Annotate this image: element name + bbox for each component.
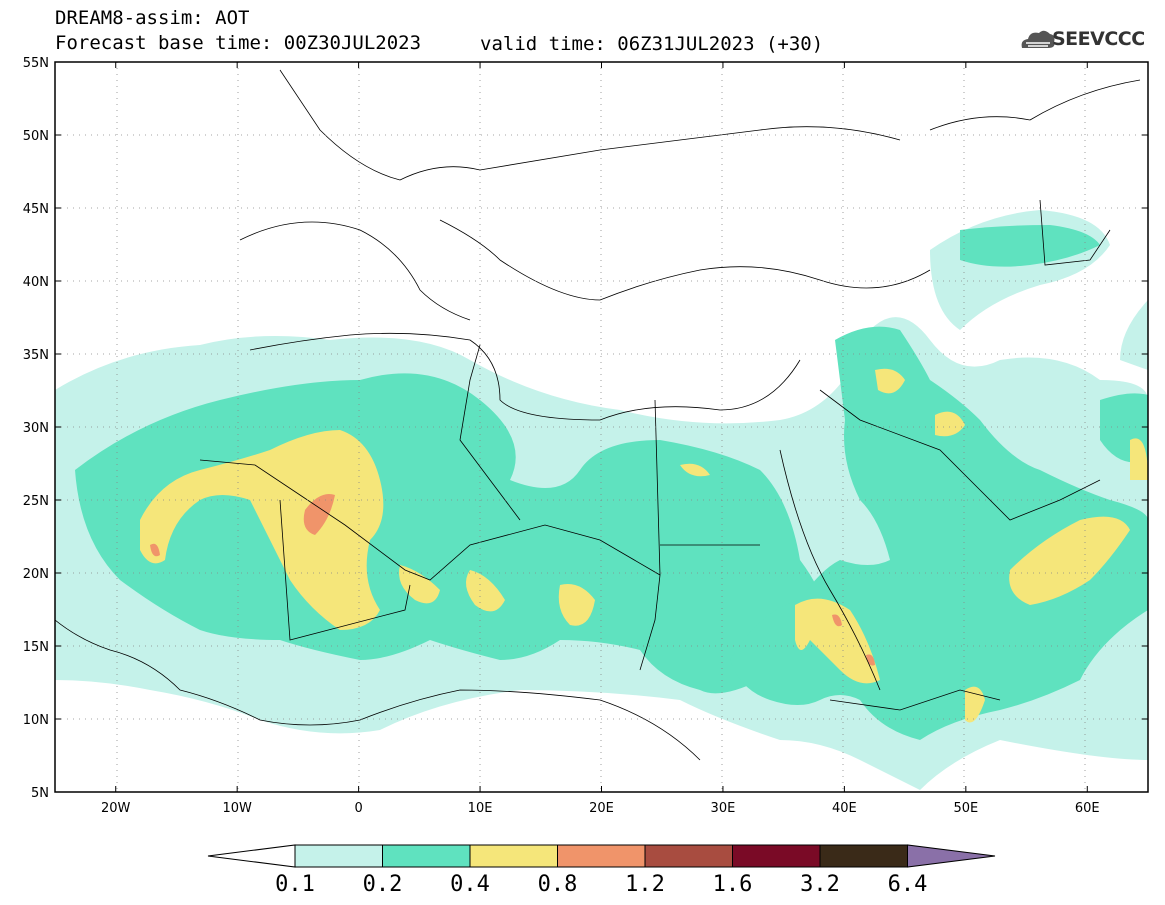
lon-tick-label: 0 <box>354 801 362 816</box>
colorbar-level-label: 1.6 <box>713 872 753 897</box>
cloud-icon <box>1021 30 1055 48</box>
colorbar-segment <box>294 844 383 868</box>
lat-tick-label: 50N <box>23 129 49 144</box>
colorbar-level-label: 6.4 <box>888 872 928 897</box>
colorbar-segment <box>732 844 821 868</box>
lat-tick-label: 5N <box>31 786 49 801</box>
lat-tick-label: 15N <box>23 640 49 655</box>
valid-time: valid time: 06Z31JUL2023 (+30) <box>480 33 824 55</box>
map-title: DREAM8-assim: AOT <box>55 7 250 29</box>
lat-tick-label: 10N <box>23 713 49 728</box>
colorbar-segment <box>644 844 733 868</box>
country-borders <box>55 69 1141 761</box>
logo-text: SEEVCCC <box>1052 28 1145 50</box>
lon-tick-label: 50E <box>953 801 978 816</box>
lat-tick-label: 35N <box>23 348 49 363</box>
map-gridlines <box>55 62 1148 792</box>
lon-tick-label: 20W <box>101 801 131 816</box>
colorbar: 0.1 0.2 0.4 0.8 1.2 1.6 3.2 6.4 <box>207 844 996 897</box>
colorbar-level-label: 0.2 <box>363 872 403 897</box>
aot-layer-0-4 <box>140 368 1148 723</box>
lat-tick-label: 45N <box>23 202 49 217</box>
colorbar-segment <box>382 844 471 868</box>
lon-tick-label: 30E <box>711 801 736 816</box>
aot-layer-0-8 <box>150 494 875 666</box>
colorbar-segment <box>819 844 908 868</box>
lon-tick-label: 40E <box>832 801 857 816</box>
lon-tick-label: 10E <box>468 801 493 816</box>
lon-tick-label: 20E <box>589 801 614 816</box>
colorbar-level-label: 0.4 <box>450 872 490 897</box>
colorbar-over-arrow <box>907 844 996 868</box>
lat-tick-label: 25N <box>23 494 49 509</box>
colorbar-level-label: 1.2 <box>625 872 665 897</box>
lat-tick-label: 30N <box>23 421 49 436</box>
colorbar-level-label: 0.8 <box>538 872 578 897</box>
colorbar-level-label: 0.1 <box>275 872 315 897</box>
colorbar-segment <box>469 844 558 868</box>
longitude-ticks: 20W 10W 0 10E 20E 30E 40E 50E 60E <box>101 62 1100 816</box>
colorbar-level-label: 3.2 <box>800 872 840 897</box>
lon-tick-label: 60E <box>1075 801 1100 816</box>
lat-tick-label: 40N <box>23 275 49 290</box>
latitude-ticks: 55N 50N 45N 40N 35N 30N 25N 20N 15N 10N 5N <box>23 56 1148 801</box>
lat-tick-label: 20N <box>23 567 49 582</box>
colorbar-under-arrow <box>207 844 296 868</box>
lon-tick-label: 10W <box>222 801 252 816</box>
forecast-base-time: Forecast base time: 00Z30JUL2023 <box>55 32 422 54</box>
lat-tick-label: 55N <box>23 56 49 71</box>
colorbar-segment <box>557 844 646 868</box>
